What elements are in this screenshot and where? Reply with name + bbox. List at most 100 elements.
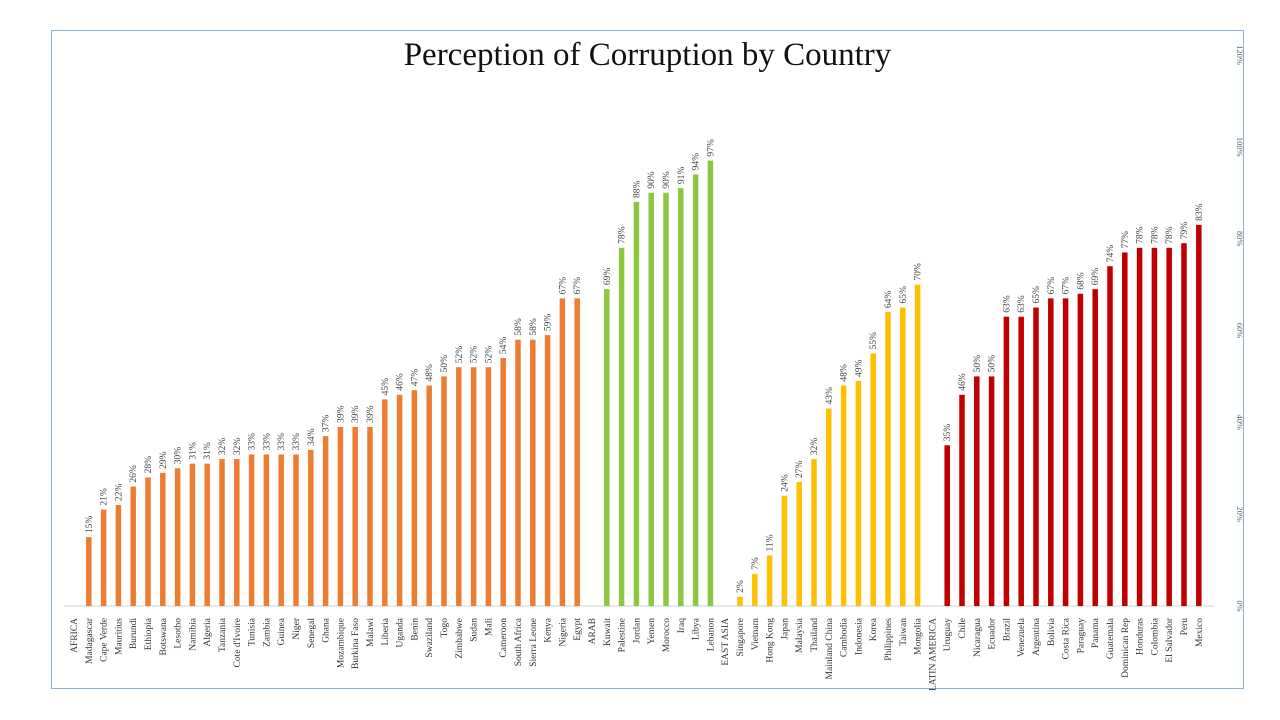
bar-zimbabwe <box>456 367 462 606</box>
category-label-libya: Libya <box>692 617 702 640</box>
value-label-burundi: 26% <box>129 465 139 483</box>
category-label-tanzania: Tanzania <box>218 617 228 652</box>
category-label-vietnam: Vietnam <box>751 617 761 650</box>
bar-libya <box>692 174 699 606</box>
value-label-cape-verde: 21% <box>100 488 110 506</box>
category-label-panama: Panama <box>1091 617 1101 648</box>
value-label-kenya: 59% <box>544 314 554 332</box>
bar-argentina <box>1033 307 1039 606</box>
value-label-south-africa: 58% <box>514 318 524 336</box>
bar-costa-rica <box>1062 298 1069 606</box>
bar-egypt <box>574 298 580 606</box>
bar-kuwait <box>604 289 610 606</box>
bar-lesotho <box>174 468 181 606</box>
category-label-swaziland: Swaziland <box>425 618 435 658</box>
y-tick-label: 40% <box>1235 415 1245 431</box>
category-label-costa-rica: Costa Rica <box>1062 617 1072 659</box>
bar-japan <box>781 495 788 606</box>
category-label-ghana: Ghana <box>322 617 332 643</box>
value-label-chile: 46% <box>958 373 968 391</box>
value-label-lebanon: 97% <box>706 139 716 157</box>
bar-paraguay <box>1077 293 1084 606</box>
value-label-burkina-faso: 39% <box>351 405 361 423</box>
bar-chile <box>959 394 965 606</box>
y-tick-label: 120% <box>1235 45 1245 65</box>
category-label-venezuela: Venezuela <box>1017 617 1027 657</box>
category-label-tunisia: Tunisia <box>248 617 258 646</box>
bar-namibia <box>189 463 196 606</box>
bar-peru <box>1181 243 1187 606</box>
value-label-palestine: 78% <box>618 226 628 244</box>
value-label-mali: 52% <box>484 346 494 364</box>
bar-cape-verde <box>100 509 107 606</box>
category-label-sudan: Sudan <box>470 618 480 642</box>
category-label-algeria: Algeria <box>203 617 213 646</box>
value-label-taiwan: 65% <box>899 286 909 304</box>
value-label-japan: 24% <box>780 474 790 492</box>
bar-ethiopia <box>145 477 151 606</box>
bar-malaysia <box>796 482 802 606</box>
category-label-botswana: Botswana <box>159 617 169 655</box>
value-label-iraq: 91% <box>677 167 687 185</box>
bar-madagascar <box>86 537 92 606</box>
bar-zambia <box>263 454 270 606</box>
bar-philippines <box>885 312 891 606</box>
category-label-guinea: Guinea <box>277 617 287 645</box>
value-label-benin: 47% <box>410 369 420 387</box>
value-label-dominican-rep: 77% <box>1121 231 1131 249</box>
value-label-peru: 79% <box>1180 222 1190 240</box>
bar-cambodia <box>840 385 847 606</box>
bar-jordan <box>633 201 640 606</box>
bar-sudan <box>470 367 477 606</box>
bar-nicaragua <box>974 376 980 606</box>
bar-uruguay <box>944 445 950 606</box>
y-tick-label: 20% <box>1235 506 1245 522</box>
chart-title: Perception of Corruption by Country <box>403 37 892 73</box>
category-label-cambodia: Cambodia <box>840 617 850 657</box>
value-label-cambodia: 48% <box>840 364 850 382</box>
value-label-niger: 33% <box>292 433 302 451</box>
bar-algeria <box>204 463 210 606</box>
category-label-bolivia: Bolivia <box>1047 617 1057 646</box>
value-label-brazil: 63% <box>1002 295 1012 313</box>
value-label-panama: 69% <box>1091 268 1101 286</box>
category-label-kenya: Kenya <box>544 617 554 643</box>
category-label-singapore: Singapore <box>736 618 746 657</box>
value-label-korea: 55% <box>869 332 879 350</box>
category-label-namibia: Namibia <box>188 617 198 650</box>
value-label-malaysia: 27% <box>795 461 805 479</box>
category-label-japan: Japan <box>780 618 790 640</box>
bar-botswana <box>160 472 166 606</box>
bar-ghana <box>322 436 329 606</box>
bar-korea <box>870 353 876 606</box>
category-label-taiwan: Taiwan <box>899 618 909 646</box>
bar-layer <box>86 160 1202 607</box>
bar-mali <box>485 367 492 606</box>
value-label-zimbabwe: 52% <box>455 346 465 364</box>
value-label-el-salvador: 78% <box>1165 226 1175 244</box>
category-label-colombia: Colombia <box>1150 617 1160 655</box>
category-label-burundi: Burundi <box>129 618 139 650</box>
label-layer: AFRICA 15% Madagascar 21% Cape Verde 22% Mauri… <box>70 139 1205 691</box>
category-label-ethiopia: Ethiopia <box>144 617 154 650</box>
value-label-uruguay: 35% <box>943 424 953 442</box>
value-label-swaziland: 48% <box>425 364 435 382</box>
value-label-venezuela: 63% <box>1017 295 1027 312</box>
category-label-mongolia: Mongolia <box>914 617 924 655</box>
category-label-lesotho: Lesotho <box>174 618 184 649</box>
category-label-lebanon: Lebanon <box>706 618 716 651</box>
category-label-egypt: Egypt <box>573 618 583 641</box>
bar-venezuela <box>1018 316 1024 606</box>
category-label-malawi: Malawi <box>366 618 376 647</box>
value-label-madagascar: 15% <box>85 516 95 534</box>
bar-honduras <box>1136 247 1143 606</box>
bar-brazil <box>1003 316 1010 606</box>
bar-dominican-rep <box>1122 252 1128 607</box>
category-label-indonesia: Indonesia <box>854 617 864 655</box>
bar-mozambique <box>337 426 344 606</box>
category-label-jordan: Jordan <box>632 618 642 644</box>
category-label-morocco: Morocco <box>662 618 672 653</box>
value-label-ethiopia: 28% <box>144 456 154 474</box>
category-label-honduras: Honduras <box>1136 618 1146 655</box>
bar-liberia <box>382 399 388 606</box>
